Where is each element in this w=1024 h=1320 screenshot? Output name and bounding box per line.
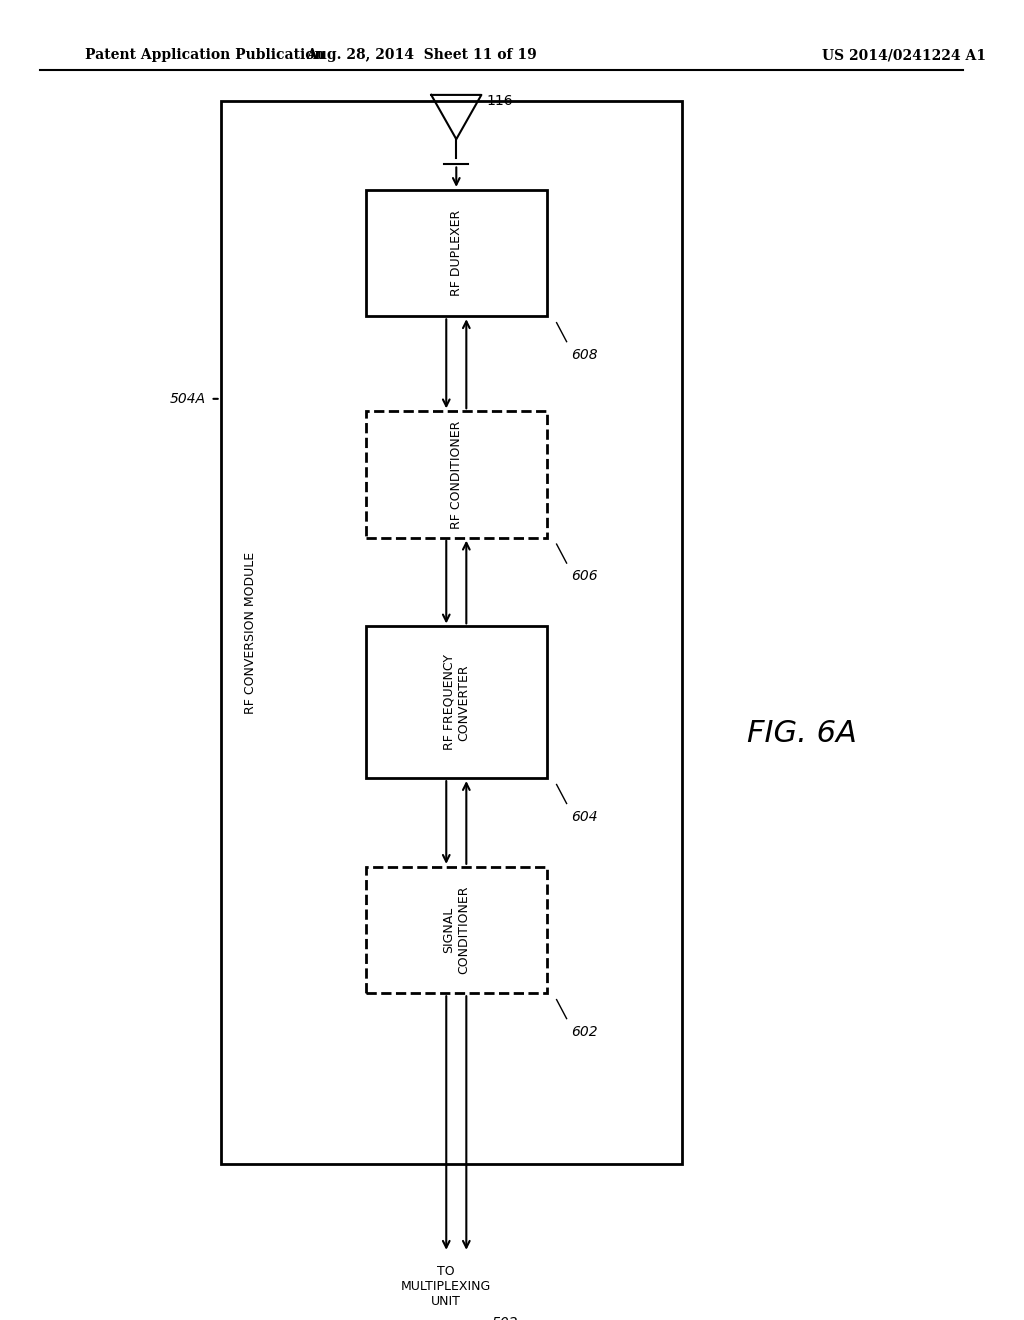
FancyBboxPatch shape [366,412,547,537]
Text: 606: 606 [571,569,598,583]
Text: TO
MULTIPLEXING
UNIT: TO MULTIPLEXING UNIT [401,1266,492,1308]
Text: SIGNAL
CONDITIONER: SIGNAL CONDITIONER [442,886,470,974]
Text: Patent Application Publication: Patent Application Publication [85,48,325,62]
Text: US 2014/0241224 A1: US 2014/0241224 A1 [822,48,986,62]
Text: 504A: 504A [169,392,206,405]
Text: 602: 602 [571,1024,598,1039]
FancyBboxPatch shape [220,102,682,1164]
Text: 604: 604 [571,810,598,824]
FancyBboxPatch shape [366,867,547,993]
Text: FIG. 6A: FIG. 6A [748,719,857,748]
Text: 502: 502 [492,1316,518,1320]
Text: Aug. 28, 2014  Sheet 11 of 19: Aug. 28, 2014 Sheet 11 of 19 [306,48,537,62]
Text: RF CONDITIONER: RF CONDITIONER [450,420,463,529]
Text: RF CONVERSION MODULE: RF CONVERSION MODULE [244,552,257,714]
FancyBboxPatch shape [366,190,547,317]
FancyBboxPatch shape [366,627,547,779]
Text: RF FREQUENCY
CONVERTER: RF FREQUENCY CONVERTER [442,655,470,750]
Text: 116: 116 [486,94,513,108]
Text: 608: 608 [571,348,598,362]
Text: RF DUPLEXER: RF DUPLEXER [450,210,463,296]
